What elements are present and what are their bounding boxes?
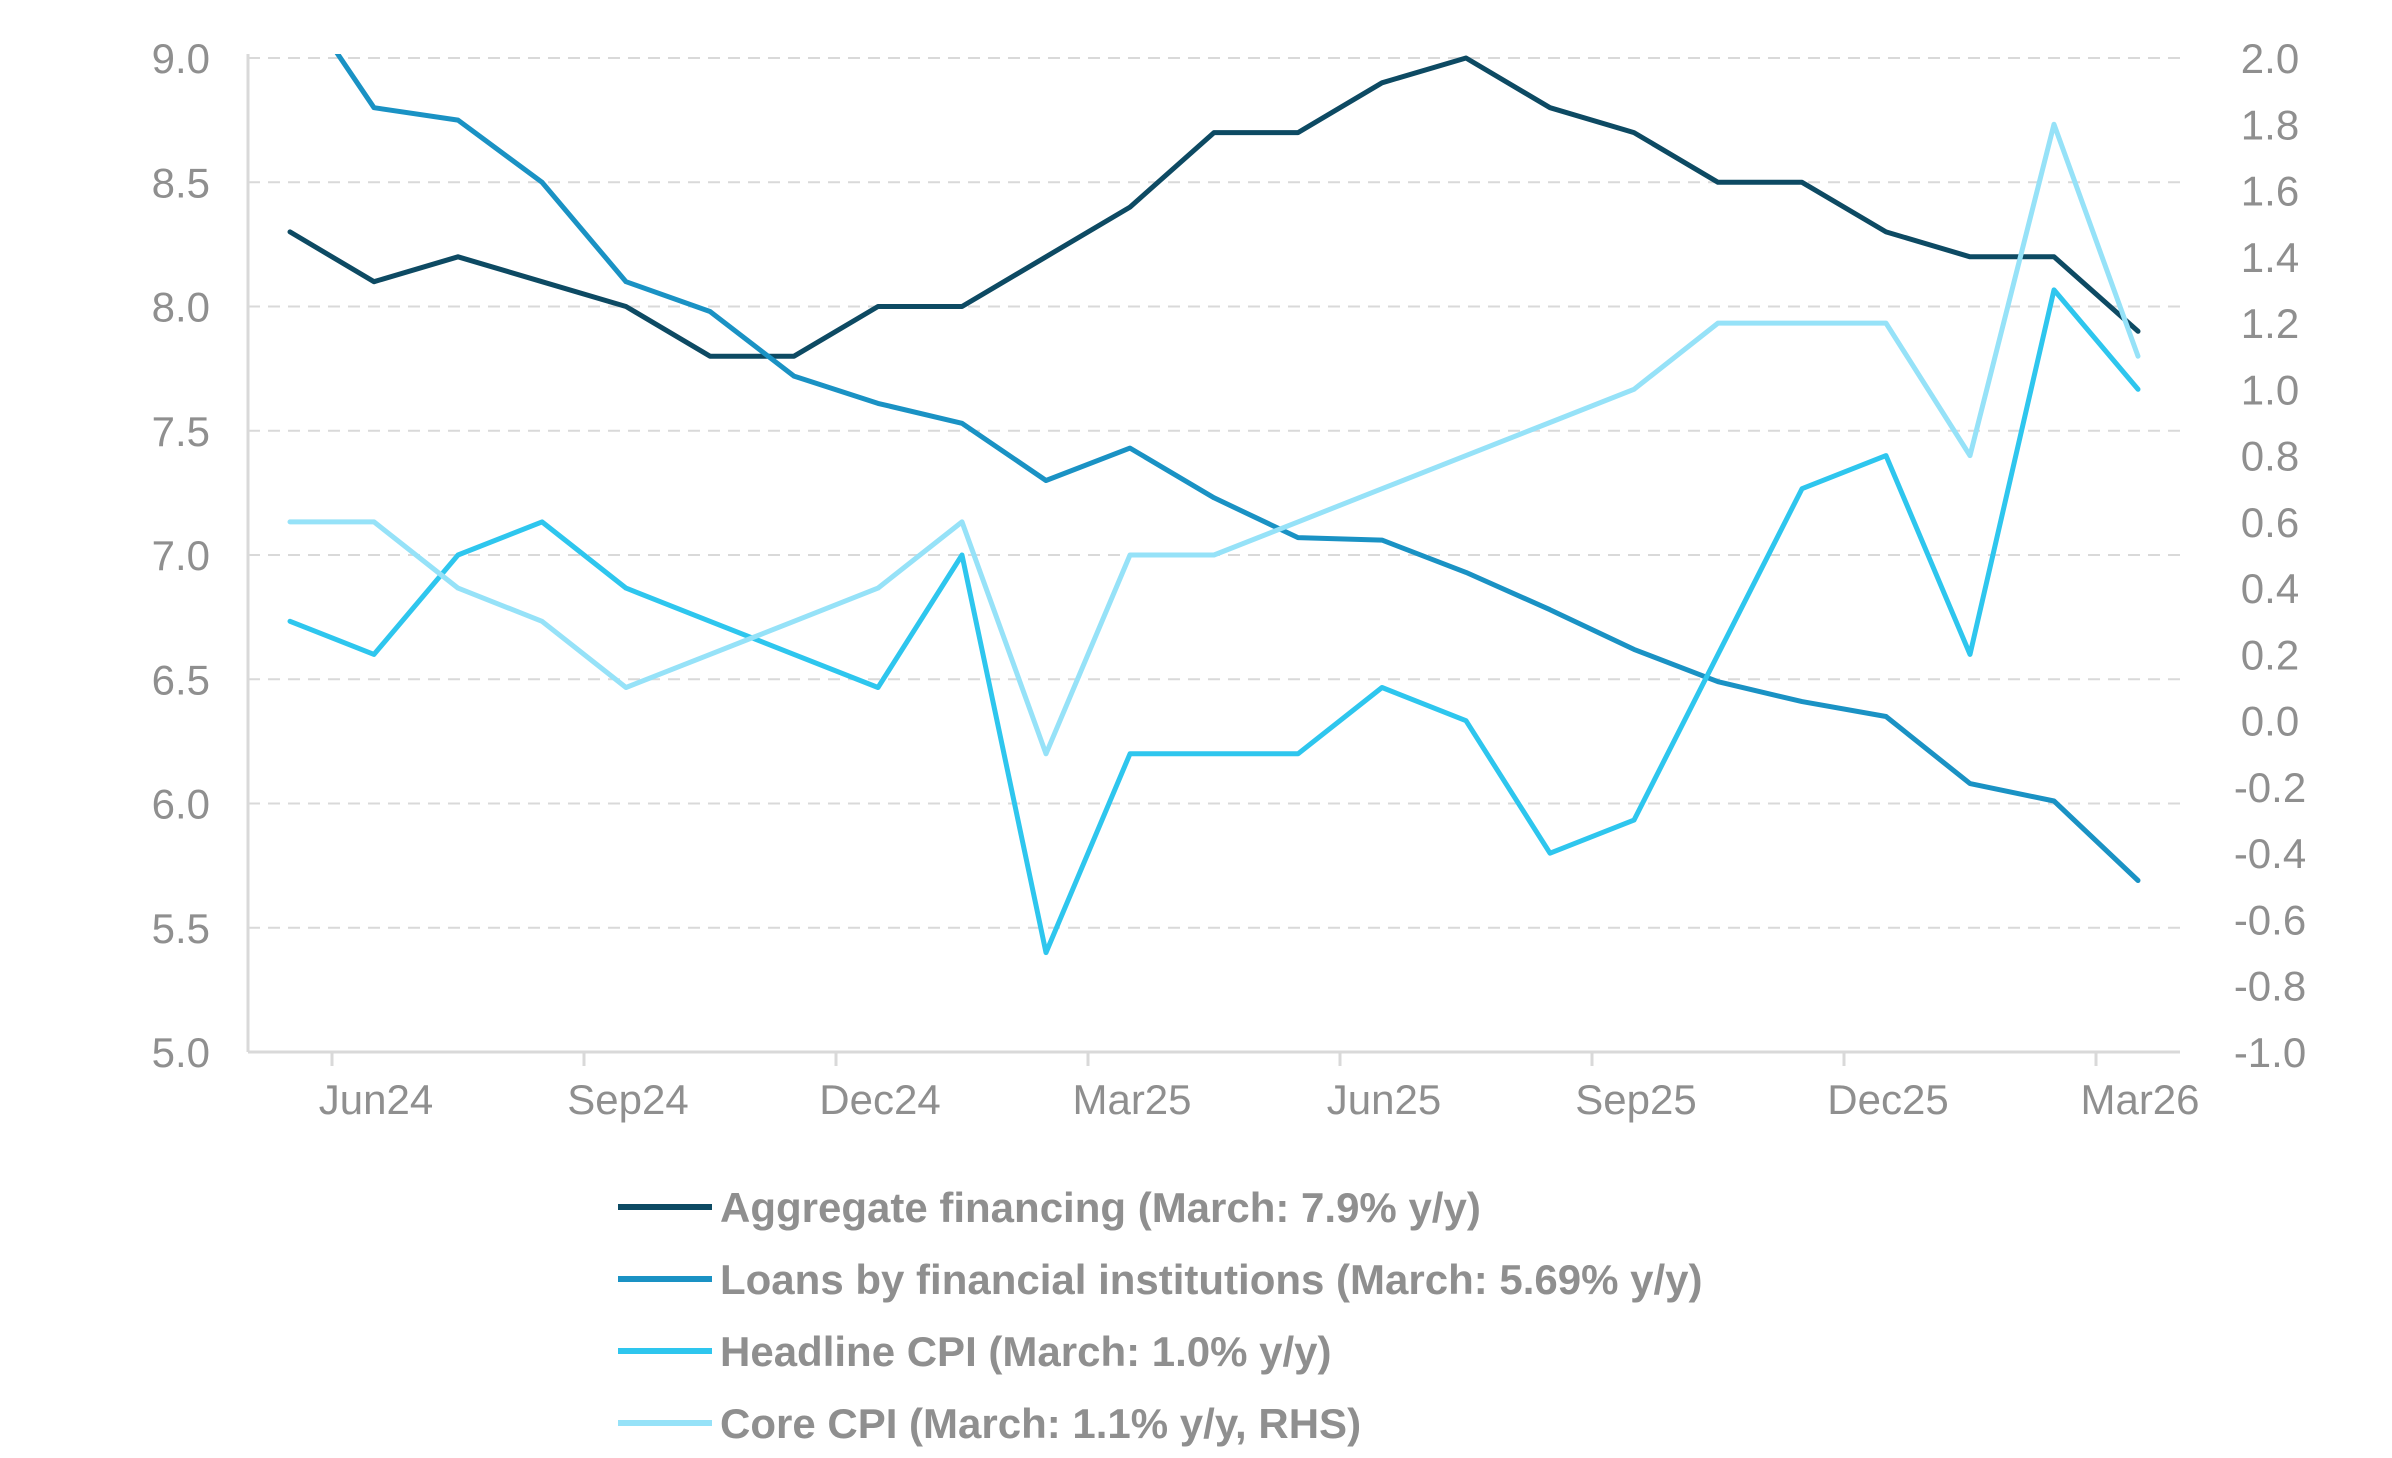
y-tick-label-right: 2.0 (2241, 35, 2299, 82)
gridlines (248, 57, 2180, 929)
series-line-2 (334, 54, 2141, 883)
x-tick-label: Dec24 (819, 1076, 940, 1123)
y-tick-label-right: 1.8 (2241, 101, 2299, 148)
y-tick-label-left: 5.0 (152, 1029, 210, 1076)
x-tick-label: Jun24 (319, 1076, 433, 1123)
y-tick-label-right: -0.6 (2234, 896, 2306, 943)
y-tick-label-left: 8.0 (152, 284, 210, 331)
y-tick-label-right: -1.0 (2234, 1029, 2306, 1076)
x-tick-label: Mar26 (2080, 1076, 2199, 1123)
y-tick-label-right: -0.4 (2234, 830, 2306, 877)
x-tick-label: Sep25 (1575, 1076, 1696, 1123)
y-tick-label-left: 7.5 (152, 408, 210, 455)
y-tick-label-right: 1.2 (2241, 300, 2299, 347)
series-lines (287, 54, 2141, 956)
legend: Aggregate financing (March: 7.9% y/y) Loa… (618, 1184, 1703, 1447)
y-tick-label-right: -0.2 (2234, 764, 2306, 811)
y-tick-label-right: -0.8 (2234, 963, 2306, 1010)
legend-label: Loans by financial institutions (March: … (720, 1256, 1703, 1303)
y-tick-label-right: 1.0 (2241, 366, 2299, 413)
y-tick-label-right: 0.2 (2241, 631, 2299, 678)
x-tick-label: Dec25 (1827, 1076, 1948, 1123)
axes: 5.0 5.5 6.0 6.5 7.0 7.5 8.0 8.5 9.0 -1.0 -0.8 -0.6 -… (152, 35, 2307, 1123)
legend-label: Headline CPI (March: 1.0% y/y) (720, 1328, 1332, 1375)
y-tick-label-right: 0.4 (2241, 565, 2299, 612)
y-tick-label-left: 9.0 (152, 35, 210, 82)
series-line-4 (287, 121, 2141, 757)
y-tick-label-left: 7.0 (152, 532, 210, 579)
y-tick-label-left: 6.5 (152, 656, 210, 703)
legend-label: Core CPI (March: 1.1% y/y, RHS) (720, 1400, 1361, 1447)
y-tick-label-right: 0.6 (2241, 499, 2299, 546)
x-tick-label: Sep24 (567, 1076, 688, 1123)
legend-label: Aggregate financing (March: 7.9% y/y) (720, 1184, 1481, 1231)
y-tick-label-right: 0.8 (2241, 433, 2299, 480)
y-tick-label-left: 8.5 (152, 159, 210, 206)
y-tick-label-right: 1.6 (2241, 168, 2299, 215)
x-tick-label: Mar25 (1072, 1076, 1191, 1123)
x-tick-label: Jun25 (1327, 1076, 1441, 1123)
y-tick-label-left: 6.0 (152, 781, 210, 828)
y-tick-label-left: 5.5 (152, 905, 210, 952)
series-line-3 (287, 287, 2141, 956)
y-tick-label-right: 1.4 (2241, 234, 2299, 281)
series-line-1 (287, 55, 2141, 359)
y-tick-label-right: 0.0 (2241, 698, 2299, 745)
